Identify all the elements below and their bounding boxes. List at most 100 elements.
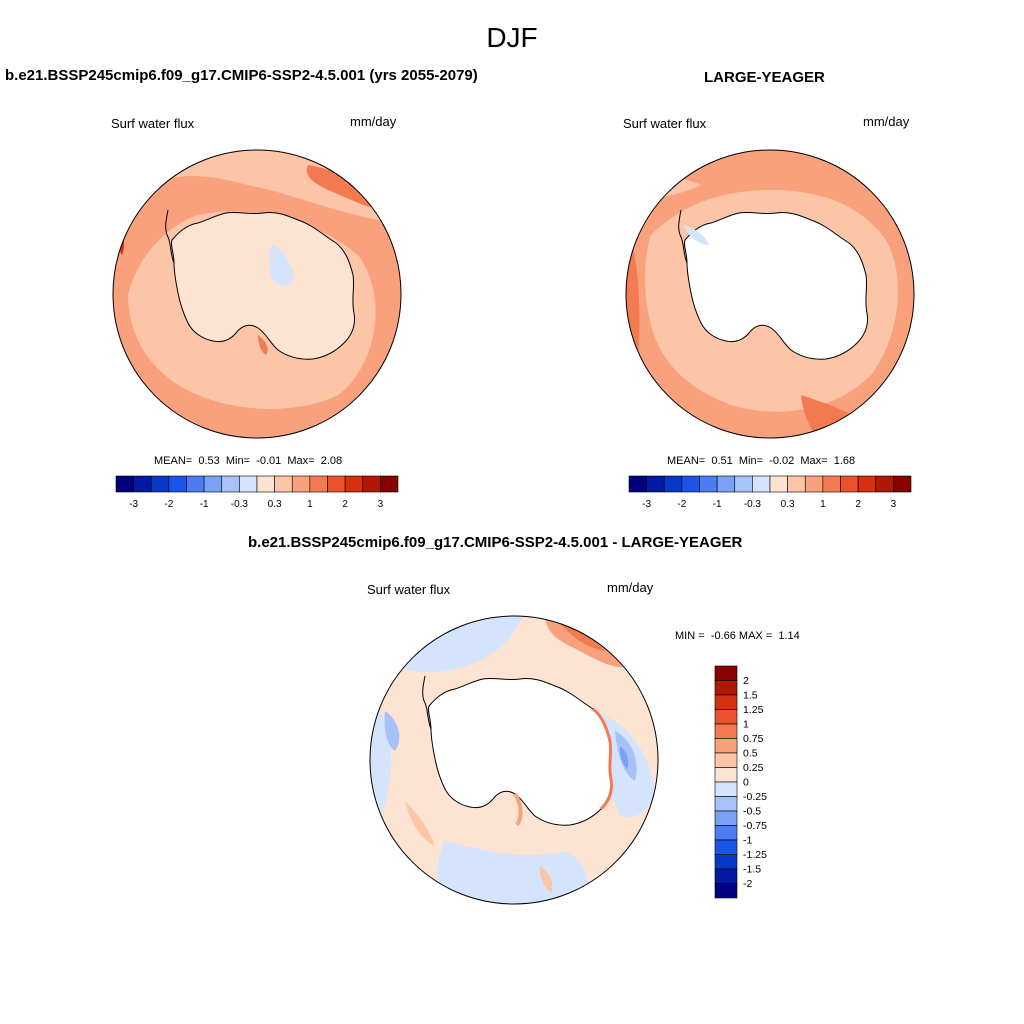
colorbar-swatch <box>344 475 364 493</box>
panel2-min-value: -0.02 <box>769 455 795 467</box>
colorbar-swatch <box>186 475 205 493</box>
colorbar-swatch <box>239 475 258 493</box>
colorbar-swatch <box>787 475 806 493</box>
colorbar-swatch <box>115 475 134 493</box>
colorbar-swatch <box>714 781 738 797</box>
colorbar-swatch <box>327 475 346 493</box>
colorbar-swatch <box>628 475 647 493</box>
panel1-variable: Surf water flux <box>111 116 195 131</box>
colorbar-swatch <box>646 475 665 493</box>
colorbar-tick-label: 0.5 <box>743 748 758 760</box>
colorbar-swatch <box>699 475 718 493</box>
colorbar-swatch <box>714 854 738 870</box>
colorbar-tick-label: -2 <box>164 499 173 510</box>
colorbar-swatch <box>168 475 187 493</box>
panel2-max-label: Max= <box>800 455 828 467</box>
panel2-colorbar: -3 -2 -1 -0.3 0.3 1 2 3 <box>628 475 912 510</box>
colorbar-tick-label: -0.5 <box>743 806 761 818</box>
panel1-colorbar: -3 -2 -1 -0.3 0.3 1 2 3 <box>115 475 399 510</box>
colorbar-swatch <box>714 694 738 710</box>
colorbar-swatch <box>309 475 328 493</box>
panel3-min-value: -0.66 <box>710 630 736 642</box>
panel3-max-label: MAX = <box>738 630 773 642</box>
colorbar-tick-label: 1.5 <box>743 690 758 702</box>
panel1-stats: MEAN= 0.53 Min= -0.01 Max= 2.08 <box>154 455 342 467</box>
panel1-max-label: Max= <box>287 455 315 467</box>
colorbar-swatch <box>893 475 912 493</box>
colorbar-swatch <box>203 475 223 493</box>
panel3-max-value: 1.14 <box>778 630 800 642</box>
colorbar-tick-label: 0 <box>743 777 749 789</box>
colorbar-swatch <box>714 665 738 681</box>
colorbar-swatch <box>274 475 293 493</box>
colorbar-swatch <box>221 475 240 493</box>
panel2-max-value: 1.68 <box>833 455 856 467</box>
colorbar-tick-label: -0.3 <box>744 499 762 510</box>
colorbar-tick-label: -3 <box>642 499 651 510</box>
colorbar-tick-label: -0.75 <box>743 820 767 832</box>
colorbar-swatch <box>857 475 877 493</box>
colorbar-swatch <box>133 475 152 493</box>
colorbar-swatch <box>681 475 700 493</box>
colorbar-tick-label: 3 <box>891 499 897 510</box>
colorbar-swatch <box>714 767 738 783</box>
panel1-max-value: 2.08 <box>320 455 343 467</box>
colorbar-swatch <box>714 810 738 826</box>
colorbar-swatch <box>714 738 738 754</box>
panel1-map <box>112 149 402 439</box>
colorbar-tick-label: 1.25 <box>743 704 764 716</box>
colorbar-tick-label: -0.3 <box>231 499 249 510</box>
colorbar-swatch <box>875 475 894 493</box>
panel3-stats: MIN = -0.66 MAX = 1.14 <box>675 630 800 642</box>
panel1-units: mm/day <box>350 114 397 129</box>
colorbar-tick-label: -1 <box>743 835 752 847</box>
panel2-mean-value: 0.51 <box>711 455 733 467</box>
colorbar-swatch <box>714 709 738 725</box>
panel1-min-label: Min= <box>225 455 251 467</box>
colorbar-swatch <box>822 475 841 493</box>
figure-title: DJF <box>486 22 538 53</box>
colorbar-tick-label: 0.75 <box>743 733 764 745</box>
colorbar-swatch <box>380 475 399 493</box>
panel2-stats: MEAN= 0.51 Min= -0.02 Max= 1.68 <box>667 455 855 467</box>
colorbar-tick-label: 0.3 <box>268 499 282 510</box>
colorbar-swatch <box>840 475 859 493</box>
colorbar-swatch <box>714 825 738 841</box>
colorbar-tick-label: -1 <box>200 499 209 510</box>
panel1-title: b.e21.BSSP245cmip6.f09_g17.CMIP6-SSP2-4.… <box>5 67 478 84</box>
colorbar-tick-label: -1.25 <box>743 849 767 861</box>
colorbar-swatch <box>752 475 771 493</box>
colorbar-swatch <box>714 680 738 696</box>
panel2-map <box>625 149 915 439</box>
panel2-min-label: Min= <box>738 455 764 467</box>
colorbar-swatch <box>716 475 736 493</box>
panel1-min-value: -0.01 <box>256 455 282 467</box>
colorbar-tick-label: 2 <box>743 675 749 687</box>
colorbar-tick-label: 1 <box>743 719 749 731</box>
panel3-units: mm/day <box>607 580 654 595</box>
colorbar-tick-label: -0.25 <box>743 791 767 803</box>
panel2-mean-label: MEAN= <box>667 455 706 467</box>
colorbar-swatch <box>150 475 170 493</box>
colorbar-swatch <box>714 868 738 884</box>
colorbar-swatch <box>714 723 738 739</box>
panel3-min-label: MIN = <box>675 630 705 642</box>
panel1-mean-value: 0.53 <box>198 455 220 467</box>
colorbar-tick-label: 1 <box>820 499 826 510</box>
colorbar-tick-label: -3 <box>129 499 138 510</box>
colorbar-swatch <box>362 475 381 493</box>
colorbar-tick-label: 3 <box>378 499 384 510</box>
colorbar-tick-label: 1 <box>307 499 313 510</box>
colorbar-tick-label: 0.25 <box>743 762 764 774</box>
colorbar-swatch <box>734 475 753 493</box>
panel1-mean-label: MEAN= <box>154 455 193 467</box>
panel3-colorbar: 2 1.5 1.25 1 0.75 0.5 0.25 0 -0.25 -0.5 -0.75 -1 -1.… <box>714 665 767 899</box>
panel2-units: mm/day <box>863 114 910 129</box>
panel3-map <box>369 615 659 905</box>
colorbar-tick-label: -2 <box>677 499 686 510</box>
colorbar-tick-label: 0.3 <box>781 499 795 510</box>
panel3-title: b.e21.BSSP245cmip6.f09_g17.CMIP6-SSP2-4.… <box>248 534 743 551</box>
colorbar-swatch <box>663 475 683 493</box>
colorbar-swatch <box>291 475 311 493</box>
colorbar-swatch <box>714 839 738 855</box>
